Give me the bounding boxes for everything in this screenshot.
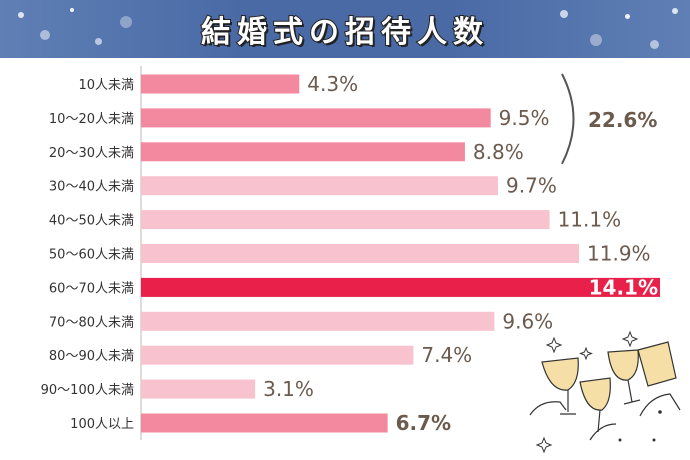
value-label: 9.5% — [499, 106, 550, 130]
chart-title: 結婚式の招待人数 — [200, 14, 489, 51]
bar — [141, 176, 499, 196]
value-label: 3.1% — [263, 377, 314, 401]
category-label: 50〜60人未満 — [49, 248, 134, 263]
toast-glasses-illustration — [529, 330, 681, 454]
value-label: 11.9% — [587, 242, 651, 266]
category-label: 80〜90人未満 — [49, 349, 134, 364]
group-bracket — [561, 73, 575, 165]
value-label: 9.6% — [502, 309, 553, 333]
value-label: 4.3% — [307, 72, 358, 96]
bar-chart: 10人未満 4.3% 10〜20人未満 9.5% 20〜30人未満 8.8% 30〜40人未… — [41, 66, 660, 440]
category-label: 100人以上 — [70, 417, 134, 432]
bar — [141, 244, 580, 263]
bar — [141, 277, 660, 297]
bar — [141, 379, 256, 399]
value-label: 11.1% — [558, 208, 622, 232]
category-label: 30〜40人未満 — [49, 180, 134, 195]
category-label: 20〜30人未満 — [49, 146, 134, 161]
bar — [141, 345, 414, 365]
value-label: 14.1% — [589, 275, 658, 299]
category-label: 10人未満 — [78, 78, 134, 93]
bar — [141, 311, 495, 331]
bar — [141, 210, 550, 230]
title-banner: 結婚式の招待人数 — [0, 0, 690, 58]
value-label: 6.7% — [396, 411, 451, 435]
value-label: 7.4% — [421, 343, 472, 367]
category-label: 10〜20人未満 — [49, 112, 134, 127]
bar — [141, 74, 300, 94]
bar — [141, 142, 465, 162]
category-label: 40〜50人未満 — [49, 214, 134, 229]
bar — [141, 413, 388, 433]
category-label: 90〜100人未満 — [41, 383, 134, 398]
value-label: 9.7% — [506, 174, 557, 198]
bar — [141, 108, 491, 128]
value-label: 8.8% — [473, 140, 524, 164]
category-label: 70〜80人未満 — [49, 315, 134, 330]
group-total-label: 22.6% — [588, 108, 657, 132]
category-label: 60〜70人未満 — [49, 281, 134, 296]
